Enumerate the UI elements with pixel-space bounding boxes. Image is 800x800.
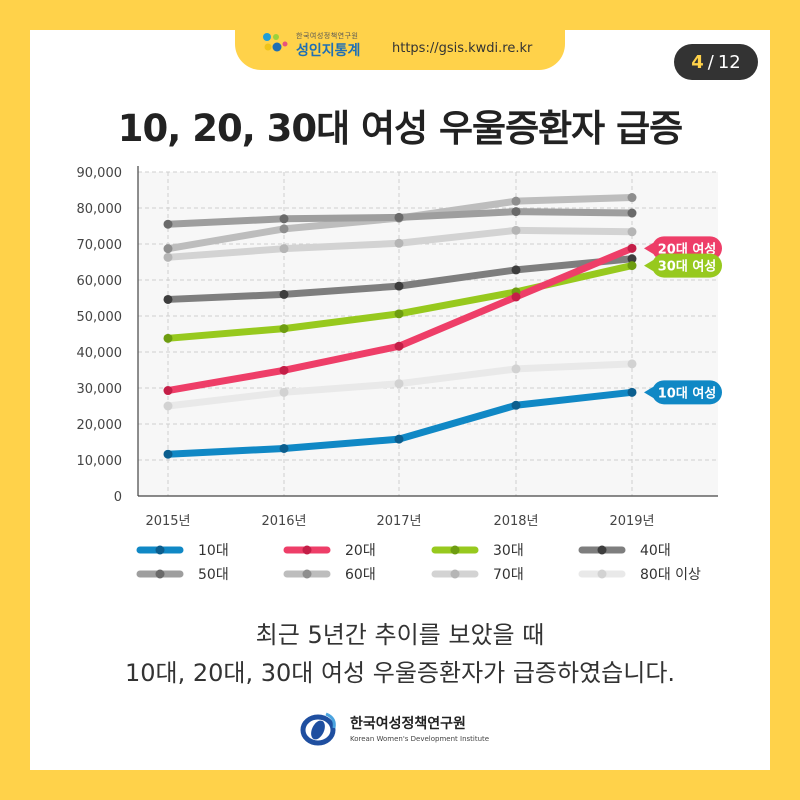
- page-separator: /: [707, 51, 714, 73]
- caption-line-2: 10대, 20대, 30대 여성 우울증환자가 급증하였습니다.: [124, 659, 676, 687]
- data-point: [511, 196, 521, 206]
- callout-pointer: [644, 242, 654, 255]
- page-total: 12: [717, 51, 741, 73]
- data-point: [511, 400, 521, 410]
- page-indicator: 4 / 12: [674, 44, 758, 80]
- callout-label: 10대 여성: [658, 385, 717, 401]
- legend-marker: [155, 569, 165, 579]
- data-point: [627, 208, 637, 218]
- y-tick-label: 50,000: [77, 310, 123, 325]
- data-point: [511, 207, 521, 217]
- data-point: [279, 365, 289, 375]
- data-point: [394, 379, 404, 389]
- legend-label: 50대: [198, 567, 229, 583]
- callout-pointer: [644, 259, 654, 272]
- legend-marker: [450, 569, 460, 579]
- data-point: [163, 386, 173, 396]
- callout-pointer: [644, 386, 654, 399]
- legend-marker: [597, 545, 607, 555]
- x-tick-label: 2018년: [493, 514, 538, 529]
- page-current: 4: [691, 51, 704, 73]
- x-tick-label: 2015년: [145, 514, 190, 529]
- legend-marker: [155, 545, 165, 555]
- y-tick-label: 0: [114, 490, 122, 505]
- data-point: [279, 387, 289, 397]
- data-point: [627, 359, 637, 369]
- data-point: [394, 434, 404, 444]
- brand-logo-icon: [263, 33, 288, 52]
- data-point: [394, 309, 404, 319]
- data-point: [627, 193, 637, 203]
- legend-marker: [302, 569, 312, 579]
- header-banner: [235, 22, 565, 70]
- data-point: [511, 265, 521, 275]
- data-point: [394, 212, 404, 222]
- x-tick-label: 2017년: [376, 514, 421, 529]
- callout-badge: [652, 380, 722, 405]
- data-point: [163, 401, 173, 411]
- org-name-en: Korean Women's Development Institute: [350, 735, 490, 743]
- data-point: [279, 214, 289, 224]
- kwdi-logo-icon: [300, 712, 336, 746]
- y-tick-label: 20,000: [77, 418, 123, 433]
- data-point: [627, 243, 637, 253]
- org-name-kr: 한국여성정책연구원: [350, 716, 466, 732]
- data-point: [511, 292, 521, 302]
- y-tick-label: 40,000: [77, 346, 123, 361]
- x-tick-label: 2016년: [261, 514, 306, 529]
- data-point: [163, 244, 173, 254]
- y-tick-label: 10,000: [77, 454, 123, 469]
- data-point: [163, 219, 173, 229]
- data-point: [394, 341, 404, 351]
- callout-badge: [652, 253, 722, 278]
- data-point: [627, 227, 637, 237]
- data-point: [279, 443, 289, 453]
- data-point: [163, 333, 173, 343]
- legend-label: 60대: [345, 567, 376, 583]
- data-point: [163, 252, 173, 262]
- data-point: [279, 324, 289, 334]
- data-point: [279, 244, 289, 254]
- data-point: [394, 281, 404, 291]
- data-point: [627, 387, 637, 397]
- callout-label: 20대 여성: [658, 241, 717, 257]
- y-tick-label: 80,000: [77, 202, 123, 217]
- data-point: [511, 364, 521, 374]
- legend-label: 30대: [493, 543, 524, 559]
- data-point: [163, 294, 173, 304]
- callout-label: 30대 여성: [658, 259, 717, 275]
- y-tick-label: 60,000: [77, 274, 123, 289]
- data-point: [279, 289, 289, 299]
- page-title: 10, 20, 30대 여성 우울증환자 급증: [117, 107, 683, 150]
- legend-label: 40대: [640, 543, 671, 559]
- caption-line-1: 최근 5년간 추이를 보았을 때: [255, 621, 545, 649]
- y-tick-label: 90,000: [77, 166, 123, 181]
- data-point: [627, 261, 637, 271]
- legend-label: 80대 이상: [640, 567, 701, 583]
- data-point: [279, 224, 289, 234]
- y-tick-label: 70,000: [77, 238, 123, 253]
- legend-label: 10대: [198, 543, 229, 559]
- brand-org-small: 한국여성정책연구원: [296, 32, 359, 40]
- legend-marker: [597, 569, 607, 579]
- org-footer: 한국여성정책연구원 Korean Women's Development Ins…: [300, 708, 489, 748]
- data-point: [163, 449, 173, 459]
- y-tick-label: 30,000: [77, 382, 123, 397]
- data-point: [511, 225, 521, 235]
- legend-label: 20대: [345, 543, 376, 559]
- x-tick-label: 2019년: [609, 514, 654, 529]
- data-point: [627, 254, 637, 264]
- legend-marker: [302, 545, 312, 555]
- brand-name: 성인지통계: [296, 43, 361, 59]
- line-chart: 0 10,000 20,000 30,000 40,000 50,000 60,000 70,…: [77, 166, 722, 583]
- legend-marker: [450, 545, 460, 555]
- data-point: [394, 238, 404, 248]
- legend-label: 70대: [493, 567, 524, 583]
- site-url-link[interactable]: https://gsis.kwdi.re.kr: [392, 41, 533, 56]
